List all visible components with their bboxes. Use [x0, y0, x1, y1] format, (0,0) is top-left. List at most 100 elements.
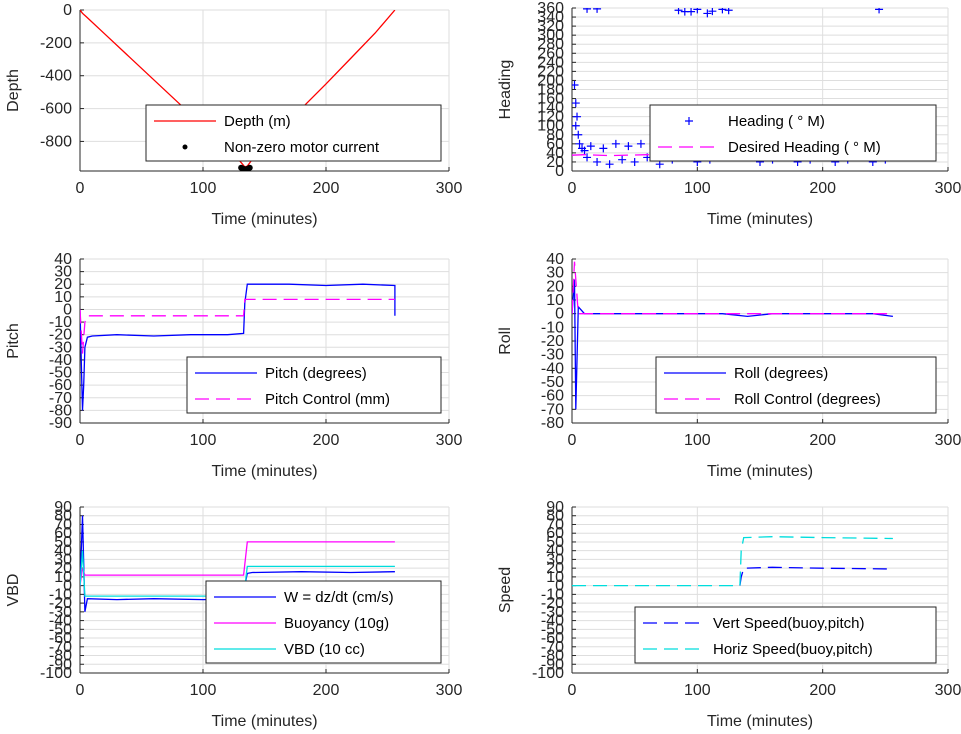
y-tick-label: -30	[49, 339, 72, 356]
data-point	[583, 8, 592, 13]
x-tick-label: 200	[809, 432, 836, 449]
x-tick-label: 100	[190, 180, 217, 197]
data-point	[572, 99, 580, 108]
chart-heading: 0 100 200 300020406080100120140160180200220…	[497, 0, 961, 228]
legend-label: W = dz/dt (cm/s)	[284, 589, 394, 606]
y-tick-label: -20	[541, 333, 564, 350]
x-axis-label: Time (minutes)	[707, 211, 813, 228]
series-group	[80, 283, 396, 411]
legend-marker	[182, 144, 188, 150]
data-point	[630, 157, 639, 166]
y-tick-label: 140	[537, 100, 564, 117]
y-tick-label: -70	[541, 639, 564, 656]
y-tick-label: 40	[546, 543, 564, 560]
legend-box	[145, 104, 442, 162]
series-group	[572, 536, 893, 587]
x-tick-label: 0	[76, 432, 85, 449]
legend-box	[649, 104, 937, 162]
data-point	[599, 144, 608, 153]
y-tick-label: 30	[54, 264, 72, 281]
data-point	[593, 8, 602, 13]
y-tick-label: 10	[54, 569, 72, 586]
y-tick-label: -400	[40, 68, 72, 85]
y-tick-label: 10	[54, 289, 72, 306]
y-tick-label: -40	[541, 360, 564, 377]
y-tick-label: 60	[546, 136, 564, 153]
y-tick-label: 70	[54, 516, 72, 533]
y-tick-label: 80	[546, 127, 564, 144]
x-tick-label: 200	[809, 682, 836, 699]
y-tick-label: -50	[541, 374, 564, 391]
y-axis-label: Roll	[497, 327, 514, 355]
x-tick-label: 300	[935, 180, 961, 197]
chart-pitch: 0 100 200 300403020100-10-20-30-40-50-60-70…	[5, 251, 462, 480]
x-tick-label: 300	[935, 682, 961, 699]
series-line	[739, 566, 893, 586]
y-tick-label: 280	[537, 36, 564, 53]
legend-label: Roll (degrees)	[734, 365, 828, 382]
y-tick-label: -80	[541, 648, 564, 665]
y-tick-label: -30	[541, 604, 564, 621]
y-tick-label: 60	[54, 525, 72, 542]
y-tick-label: 30	[546, 265, 564, 282]
x-tick-label: 100	[684, 432, 711, 449]
legend: Depth (m) Non-zero motor current	[145, 104, 442, 162]
y-tick-label: -60	[49, 377, 72, 394]
chart-depth: 0 100 200 300 0 -200 -400 -600 -800 Time (minutes…	[5, 2, 462, 228]
y-axis-label: Speed	[497, 567, 514, 613]
y-axis-label: VBD	[5, 574, 22, 607]
y-tick-label: 30	[54, 551, 72, 568]
y-tick-label: -10	[49, 314, 72, 331]
y-tick-label: -10	[49, 586, 72, 603]
legend-box	[634, 606, 937, 664]
data-point	[708, 8, 717, 16]
y-tick-label: 0	[63, 301, 72, 318]
x-tick-label: 300	[436, 432, 463, 449]
y-tick-label: -90	[541, 656, 564, 673]
x-tick-label: 200	[313, 180, 340, 197]
x-tick-label: 300	[436, 180, 463, 197]
x-axis-label: Time (minutes)	[211, 463, 317, 480]
legend-label: Heading ( ° M)	[728, 113, 825, 130]
y-tick-label: 120	[537, 109, 564, 126]
y-tick-label: -40	[49, 613, 72, 630]
y-tick-label: 70	[546, 516, 564, 533]
data-point	[572, 80, 579, 89]
series-line	[80, 550, 395, 597]
y-tick-label: 0	[555, 578, 564, 595]
y-tick-label: -20	[49, 595, 72, 612]
y-tick-label: 80	[54, 508, 72, 525]
y-tick-label: -10	[541, 586, 564, 603]
y-tick-label: -50	[541, 621, 564, 638]
y-tick-label: 50	[54, 534, 72, 551]
y-tick-label: -10	[541, 319, 564, 336]
y-tick-label: 320	[537, 18, 564, 35]
x-tick-label: 100	[684, 180, 711, 197]
y-tick-label: -80	[49, 402, 72, 419]
y-tick-label: 60	[546, 525, 564, 542]
y-tick-label: 20	[54, 560, 72, 577]
data-point	[246, 164, 253, 171]
chart-speed: 0 100 200 3009080706050403020100-10-20-30-4…	[497, 499, 961, 730]
data-point	[573, 112, 582, 121]
y-tick-label: -60	[541, 388, 564, 405]
y-tick-label: -100	[40, 665, 72, 682]
y-tick-label: 180	[537, 82, 564, 99]
y-tick-label: 0	[63, 578, 72, 595]
data-point	[575, 139, 584, 148]
chart-vbd: 0 100 200 3009080706050403020100-10-20-30-4…	[5, 499, 462, 730]
y-tick-label: -70	[541, 401, 564, 418]
y-tick-label: -80	[49, 648, 72, 665]
data-point	[724, 8, 733, 15]
y-tick-label: 40	[546, 145, 564, 162]
legend-label: Horiz Speed(buoy,pitch)	[713, 641, 873, 658]
y-tick-label: 20	[54, 276, 72, 293]
y-tick-label: -90	[49, 656, 72, 673]
y-tick-label: -30	[49, 604, 72, 621]
x-axis-label: Time (minutes)	[211, 211, 317, 228]
data-point	[586, 142, 595, 151]
legend: Roll (degrees) Roll Control (degrees)	[655, 356, 937, 414]
y-tick-label: -30	[541, 347, 564, 364]
y-tick-label: 220	[537, 63, 564, 80]
y-tick-label: 10	[546, 569, 564, 586]
